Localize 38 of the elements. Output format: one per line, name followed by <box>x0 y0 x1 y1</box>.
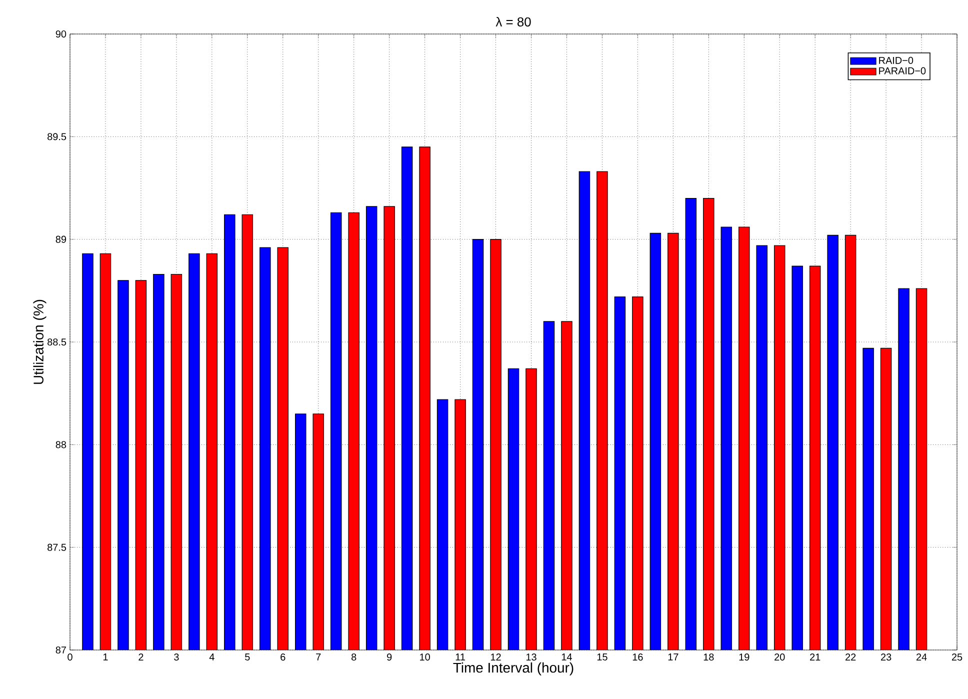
x-axis-title: Time Interval (hour) <box>453 662 574 676</box>
x-tick-label: 19 <box>739 654 750 661</box>
y-tick-label: 89.5 <box>48 133 66 140</box>
x-tick-label: 7 <box>316 654 321 660</box>
x-tick-label: 8 <box>352 654 356 661</box>
x-tick-label: 17 <box>668 654 678 660</box>
x-tick-label: 0 <box>68 654 72 661</box>
x-tick-label: 4 <box>209 654 214 660</box>
x-tick-label: 15 <box>597 654 608 660</box>
y-tick-label: 88 <box>56 441 66 448</box>
y-tick-label: 88.5 <box>48 338 66 346</box>
y-tick-label: 87.5 <box>48 544 66 551</box>
legend-label: RAID−0 <box>879 56 914 64</box>
x-tick-label: 25 <box>952 654 962 661</box>
x-tick-label: 12 <box>490 654 501 660</box>
x-tick-label: 11 <box>456 654 465 660</box>
y-tick-label: 90 <box>56 30 66 38</box>
x-tick-label: 9 <box>387 654 392 661</box>
x-tick-label: 5 <box>245 654 250 660</box>
x-tick-label: 14 <box>562 654 572 660</box>
x-tick-label: 24 <box>916 654 927 660</box>
y-axis-title: Utilization (%) <box>33 300 46 384</box>
x-tick-label: 10 <box>420 654 430 661</box>
x-tick-label: 1 <box>103 654 108 660</box>
x-tick-label: 2 <box>138 654 144 660</box>
chart-title: λ = 80 <box>496 16 531 26</box>
x-tick-label: 3 <box>174 654 179 661</box>
y-tick-label: 89 <box>56 236 66 243</box>
x-tick-label: 13 <box>526 654 536 661</box>
x-tick-label: 23 <box>881 654 892 661</box>
y-tick-label: 87 <box>56 646 66 654</box>
legend-label: PARAID−0 <box>879 67 926 74</box>
x-tick-label: 6 <box>280 654 286 661</box>
x-tick-label: 18 <box>704 654 714 661</box>
x-tick-label: 21 <box>810 654 820 660</box>
x-tick-label: 16 <box>632 654 643 661</box>
x-tick-label: 20 <box>774 654 785 661</box>
x-tick-label: 22 <box>846 654 856 660</box>
